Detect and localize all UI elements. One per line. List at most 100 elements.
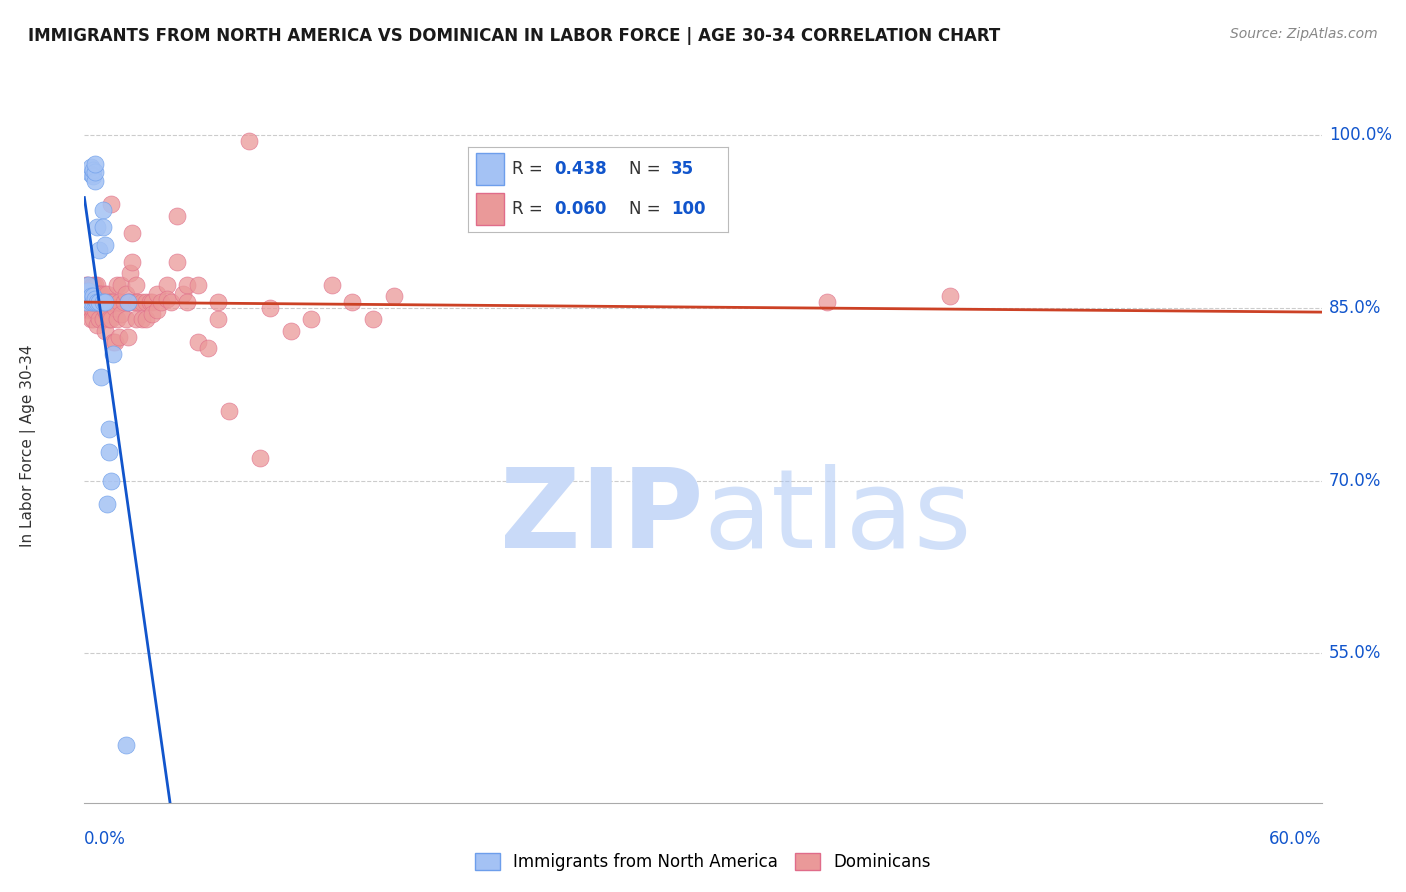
Point xyxy=(110,277,132,292)
Point xyxy=(83,292,105,306)
Text: 35: 35 xyxy=(671,161,695,178)
Point xyxy=(112,295,135,310)
Point xyxy=(166,255,188,269)
Point xyxy=(86,295,108,310)
Text: 100: 100 xyxy=(671,200,706,218)
Point xyxy=(91,312,114,326)
Point xyxy=(131,312,153,326)
Point xyxy=(82,277,104,292)
Point xyxy=(77,292,100,306)
Point xyxy=(103,347,125,361)
Point xyxy=(75,287,97,301)
Point xyxy=(91,295,114,310)
Text: atlas: atlas xyxy=(703,464,972,571)
Point xyxy=(79,161,101,175)
Point xyxy=(83,277,105,292)
Point xyxy=(94,324,117,338)
Point xyxy=(141,295,163,310)
Point xyxy=(86,318,108,333)
Point xyxy=(104,335,127,350)
Point xyxy=(125,312,148,326)
Text: 85.0%: 85.0% xyxy=(1329,299,1381,317)
Point xyxy=(79,289,101,303)
Text: ZIP: ZIP xyxy=(499,464,703,571)
Point xyxy=(207,312,229,326)
Point xyxy=(139,295,162,310)
Point xyxy=(82,295,104,310)
Point xyxy=(82,287,104,301)
Point xyxy=(135,312,157,326)
Text: 70.0%: 70.0% xyxy=(1329,472,1381,490)
Text: R =: R = xyxy=(512,161,548,178)
FancyBboxPatch shape xyxy=(475,193,505,225)
Point xyxy=(108,295,131,310)
Point xyxy=(79,295,101,310)
Point xyxy=(79,167,101,181)
Point xyxy=(110,307,132,321)
Point xyxy=(86,277,108,292)
Point xyxy=(83,295,105,310)
Point xyxy=(86,287,108,301)
Point xyxy=(83,295,105,310)
Point xyxy=(100,312,122,326)
FancyBboxPatch shape xyxy=(475,153,505,186)
Point xyxy=(82,162,104,177)
Text: 0.0%: 0.0% xyxy=(84,830,127,847)
Point xyxy=(117,295,139,310)
Point xyxy=(259,301,281,315)
Point xyxy=(125,277,148,292)
Point xyxy=(100,474,122,488)
Point xyxy=(94,295,117,310)
Point xyxy=(75,292,97,306)
Point xyxy=(86,295,108,310)
Point xyxy=(94,287,117,301)
Point xyxy=(117,295,139,310)
Point xyxy=(77,284,100,298)
Point xyxy=(117,329,139,343)
Point xyxy=(77,295,100,310)
Point xyxy=(98,312,121,326)
Point xyxy=(249,450,271,465)
Point xyxy=(91,202,114,217)
Text: N =: N = xyxy=(630,161,666,178)
Point xyxy=(79,287,101,301)
Point xyxy=(79,303,101,318)
Point xyxy=(87,295,110,310)
Point xyxy=(105,277,128,292)
Text: 100.0%: 100.0% xyxy=(1329,127,1392,145)
Point xyxy=(145,287,167,301)
Point xyxy=(91,220,114,235)
Point xyxy=(77,287,100,301)
Point xyxy=(79,312,101,326)
Legend: Immigrants from North America, Dominicans: Immigrants from North America, Dominican… xyxy=(467,845,939,880)
Point xyxy=(87,244,110,258)
Point xyxy=(94,237,117,252)
Point xyxy=(166,209,188,223)
Point xyxy=(172,287,194,301)
Point xyxy=(83,303,105,318)
Point xyxy=(83,165,105,179)
Point xyxy=(86,220,108,235)
Point xyxy=(118,295,141,310)
Point xyxy=(238,134,260,148)
Point xyxy=(207,295,229,310)
Point xyxy=(299,312,322,326)
Point xyxy=(114,312,136,326)
Point xyxy=(121,255,143,269)
Text: 0.060: 0.060 xyxy=(554,200,606,218)
Point xyxy=(145,303,167,318)
Point xyxy=(361,312,384,326)
Point xyxy=(100,197,122,211)
Point xyxy=(187,277,209,292)
Point xyxy=(87,295,110,310)
Text: N =: N = xyxy=(630,200,666,218)
Point xyxy=(121,226,143,240)
Point xyxy=(342,295,364,310)
Point xyxy=(156,292,179,306)
Point xyxy=(149,295,172,310)
Text: R =: R = xyxy=(512,200,548,218)
Point xyxy=(103,335,125,350)
Point xyxy=(94,303,117,318)
Point xyxy=(127,295,149,310)
Point xyxy=(187,335,209,350)
